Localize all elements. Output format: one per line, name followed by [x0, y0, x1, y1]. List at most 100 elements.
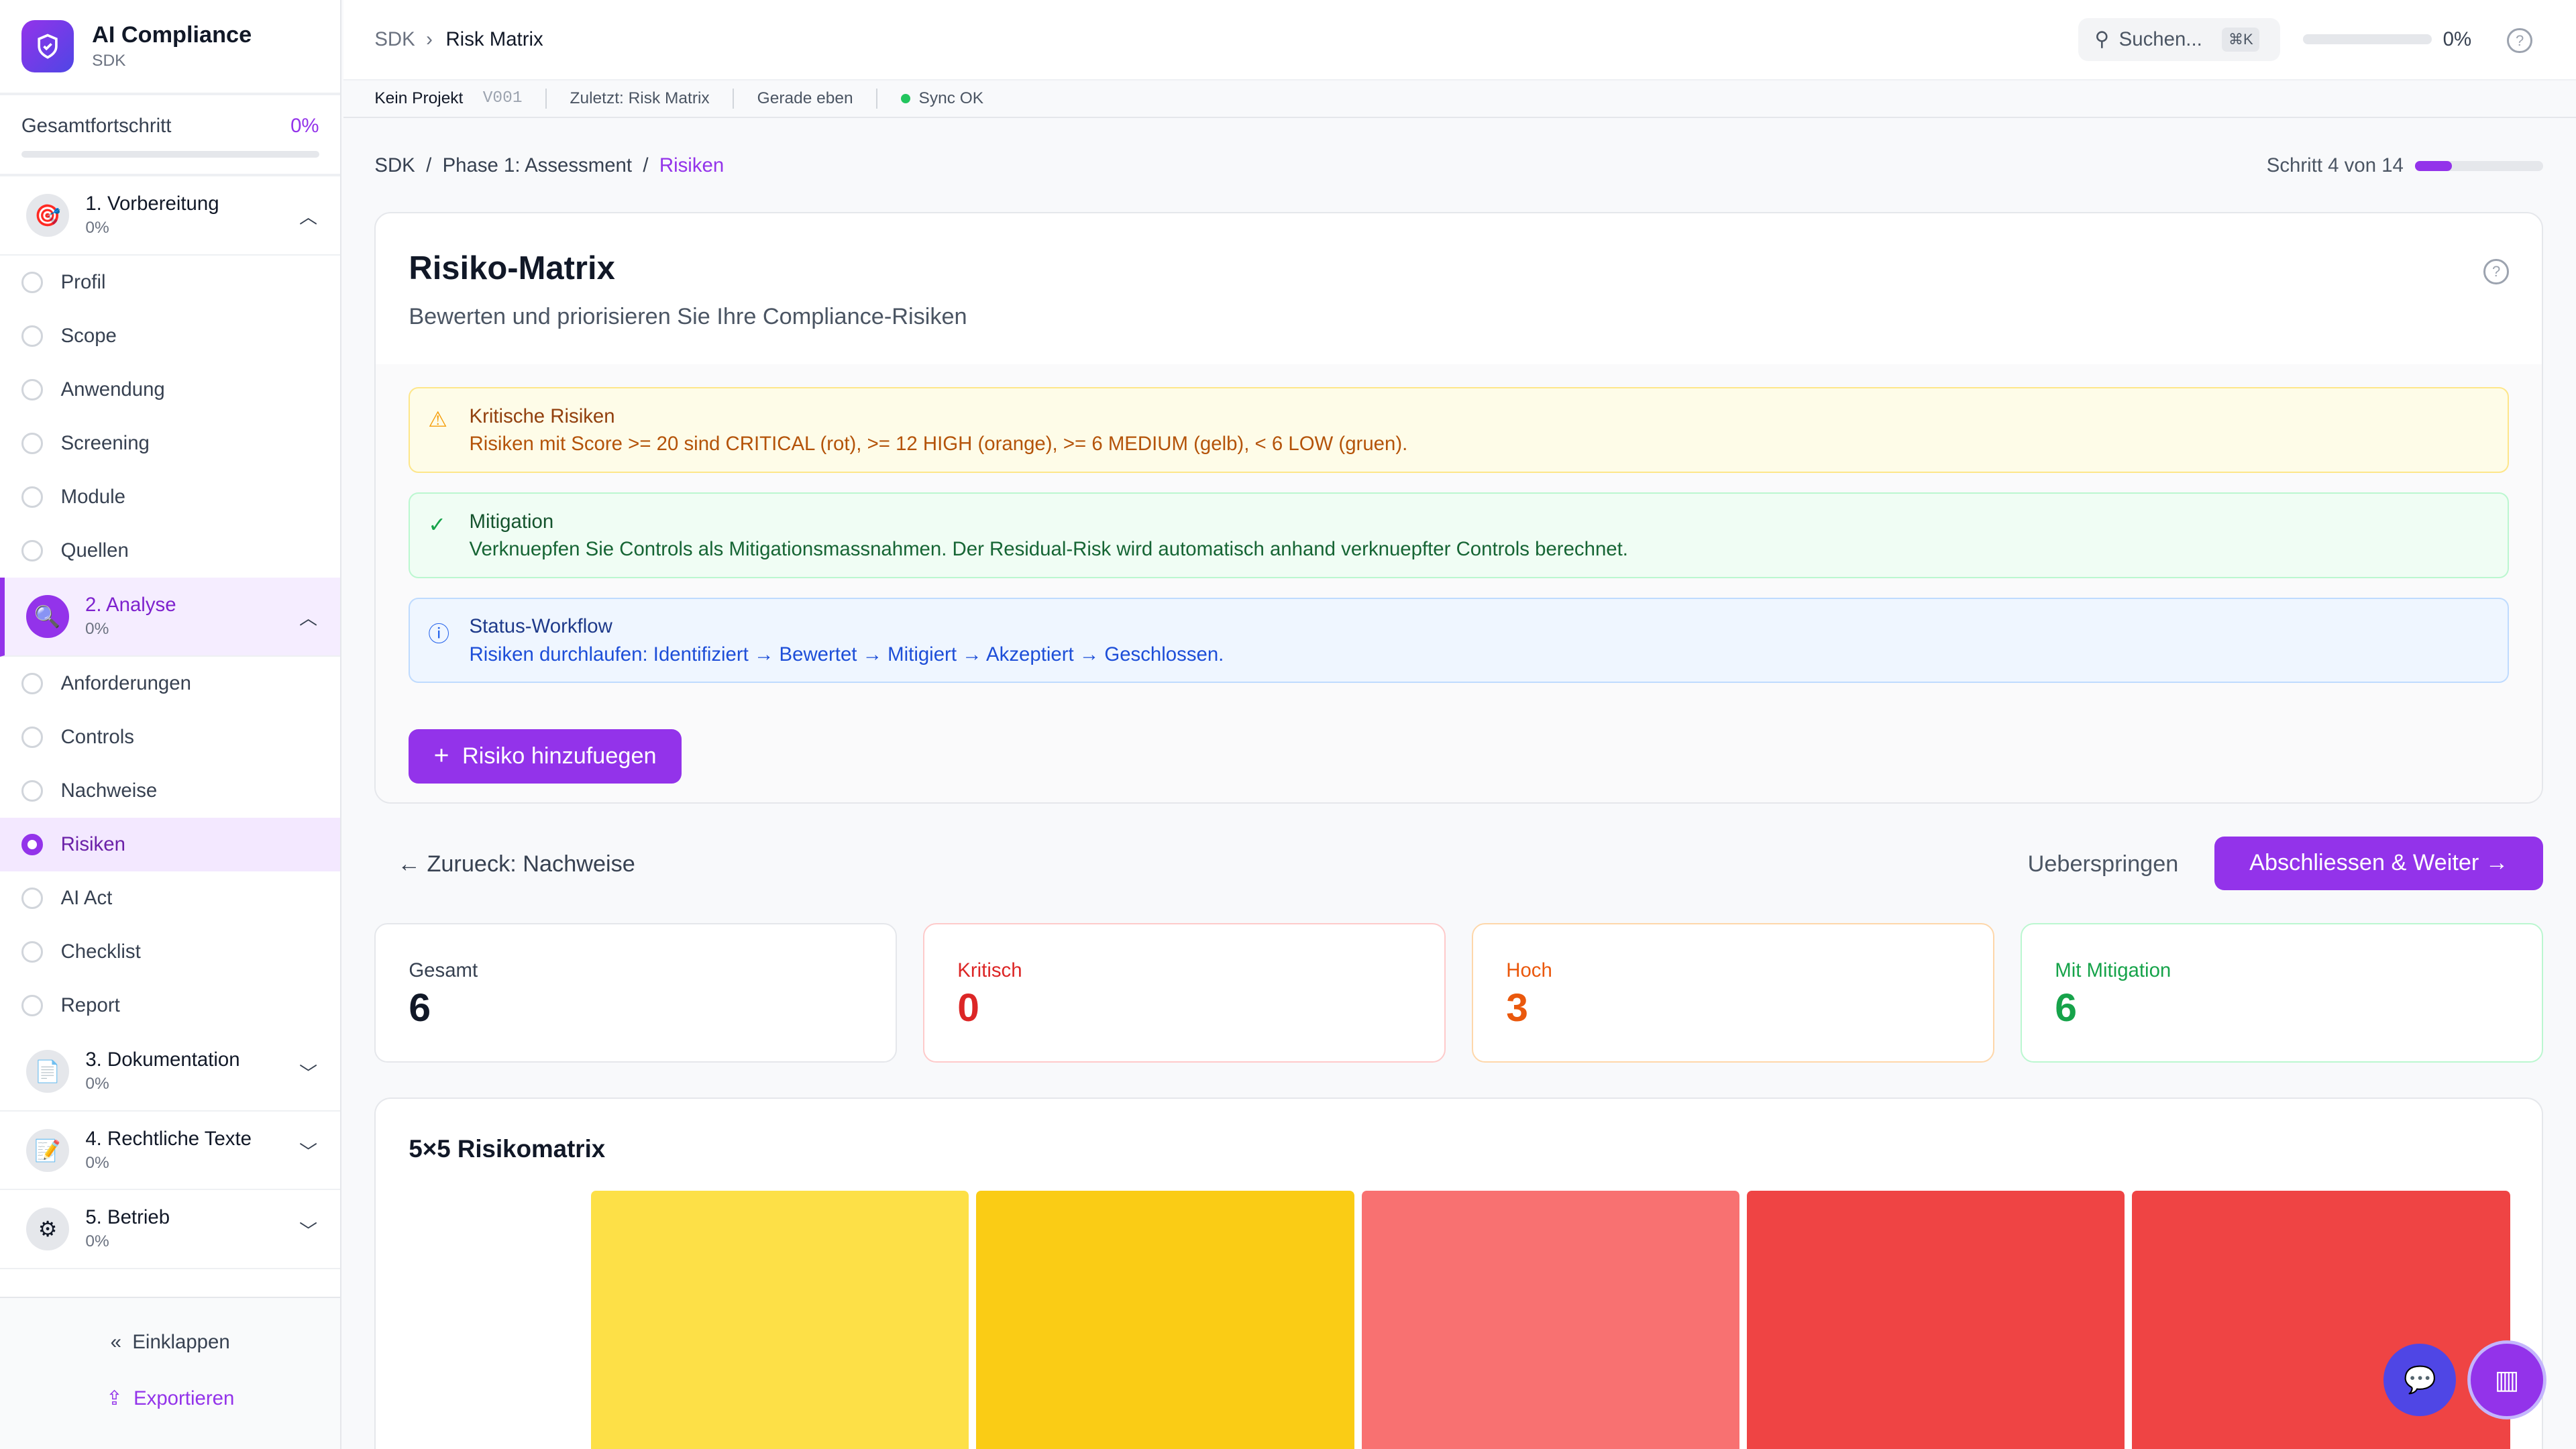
shortcut-badge: ⌘K [2222, 27, 2260, 52]
stat-label: Gesamt [409, 959, 478, 981]
add-risk-button[interactable]: + Risiko hinzufuegen [409, 729, 682, 784]
search-icon: ⚲ [2094, 28, 2109, 51]
step-progress-bar [2415, 160, 2544, 171]
alert-text: Risiken mit Score >= 20 sind CRITICAL (r… [469, 433, 1408, 455]
sidebar-step[interactable]: Anforderungen [0, 657, 340, 710]
crumb-current: Risk Matrix [445, 28, 543, 50]
export-button[interactable]: ⇪ Exportieren [0, 1387, 340, 1410]
matrix-cell[interactable] [976, 1191, 1354, 1449]
last-edited: Zuletzt: Risk Matrix [570, 89, 710, 107]
progress-label: Gesamtfortschritt [21, 115, 172, 138]
plus-icon: + [433, 741, 449, 771]
sidebar-step[interactable]: Module [0, 470, 340, 524]
magnifier-icon: 🔍 [25, 595, 69, 638]
breadcrumb-item[interactable]: Phase 1: Assessment [442, 154, 633, 177]
breadcrumb-item[interactable]: SDK [374, 154, 415, 177]
crumb-root[interactable]: SDK [374, 28, 415, 50]
collapse-button[interactable]: « Einklappen [0, 1331, 340, 1354]
chevron-down-icon[interactable]: ﹀ [299, 1063, 318, 1083]
page-subtitle: Bewerten und priorisieren Sie Ihre Compl… [409, 303, 967, 329]
alert-title: Status-Workflow [469, 615, 612, 638]
sidebar-phase[interactable]: ⚙ 5. Betrieb 0% ﹀ [0, 1190, 341, 1269]
sidebar-step[interactable]: Checklist [0, 925, 340, 979]
sync-dot-icon [900, 93, 911, 104]
step-label: Anforderungen [60, 672, 191, 694]
chevron-down-icon[interactable]: ﹀ [299, 1142, 318, 1163]
stat-label: Kritisch [957, 959, 1022, 981]
step-label: Scope [60, 324, 117, 347]
phase-label: 3. Dokumentation [85, 1049, 240, 1071]
sidebar-step[interactable]: Nachweise [0, 764, 340, 818]
step-label: Anwendung [60, 378, 165, 400]
back-button[interactable]: ← Zurueck: Nachweise [398, 851, 635, 877]
chat-button[interactable]: 💬 [2383, 1344, 2457, 1417]
sidebar-step[interactable]: Quellen [0, 524, 340, 578]
progress-bar [21, 150, 319, 158]
back-label: Zurueck: Nachweise [427, 851, 635, 877]
step-label: Checklist [60, 941, 141, 963]
risk-matrix: 5×5 Risikomatrix [374, 1097, 2544, 1449]
sidebar-phase[interactable]: 🎯 1. Vorbereitung 0% ︿ [0, 176, 341, 256]
check-circle-icon: ✓ [428, 513, 446, 537]
sidebar-step[interactable]: Report [0, 979, 340, 1032]
collapse-label: Einklappen [132, 1330, 230, 1353]
help-icon[interactable]: ? [2483, 259, 2510, 285]
gear-icon: ⚙ [26, 1208, 69, 1251]
next-label: Abschliessen & Weiter [2249, 850, 2479, 876]
sidebar-step[interactable]: AI Act [0, 871, 340, 925]
upload-icon: ⇪ [106, 1387, 123, 1409]
phase-progress: 0% [85, 219, 109, 237]
step-status-icon [21, 379, 43, 400]
phase-progress: 0% [85, 1075, 109, 1093]
step-label: Screening [60, 432, 150, 455]
step-indicator: Schritt 4 von 14 [2267, 154, 2544, 177]
stat-value: 0 [957, 985, 979, 1030]
chevron-up-icon[interactable]: ︿ [299, 207, 318, 227]
alert-mitigation: ✓ Mitigation Verknuepfen Sie Controls als … [409, 492, 2510, 578]
step-status-icon [21, 271, 43, 293]
sidebar-step[interactable]: Anwendung [0, 363, 340, 417]
page-title: Risiko-Matrix [409, 250, 615, 286]
chevron-up-icon[interactable]: ︿ [299, 608, 318, 629]
phase-label: 1. Vorbereitung [85, 193, 219, 215]
step-status-icon [21, 486, 43, 508]
progress-value: 0% [290, 115, 319, 138]
chevron-right-icon: › [426, 28, 433, 50]
matrix-cell[interactable] [1361, 1191, 1740, 1449]
matrix-cell[interactable] [591, 1191, 969, 1449]
step-status-icon [21, 727, 43, 748]
sidebar-phase[interactable]: 📝 4. Rechtliche Texte 0% ﹀ [0, 1112, 341, 1191]
stat-value: 6 [2055, 985, 2077, 1030]
columns-icon: ▥ [2494, 1365, 2520, 1395]
skip-button[interactable]: Ueberspringen [2027, 851, 2179, 877]
step-status-icon [21, 995, 43, 1017]
complete-next-button[interactable]: Abschliessen & Weiter → [2214, 836, 2544, 891]
step-status-icon [21, 888, 43, 910]
step-status-icon [21, 672, 43, 694]
sidebar-step[interactable]: Risiken [0, 818, 341, 872]
sidebar-phase[interactable]: 🔍 2. Analyse 0% ︿ [0, 578, 341, 657]
chevron-down-icon[interactable]: ﹀ [299, 1220, 318, 1241]
matrix-cell[interactable] [2132, 1191, 2510, 1449]
stat-card: Gesamt 6 [374, 923, 898, 1063]
alert-title: Kritische Risiken [469, 405, 615, 427]
brand: AI Compliance SDK [0, 0, 341, 96]
alert-text: Risiken durchlaufen: Identifiziert → Bew… [469, 643, 1224, 665]
alert-title: Mitigation [469, 510, 554, 533]
chat-icon: 💬 [2403, 1366, 2436, 1395]
phase-progress: 0% [85, 620, 109, 639]
sidebar-step[interactable]: Scope [0, 309, 340, 363]
sidebar-step[interactable]: Screening [0, 417, 340, 470]
sidebar-step[interactable]: Controls [0, 710, 340, 764]
sidebar-phase[interactable]: 📄 3. Dokumentation 0% ﹀ [0, 1032, 341, 1112]
sidebar-step[interactable]: Profil [0, 256, 340, 309]
panel-toggle-button[interactable]: ▥ [2471, 1344, 2544, 1417]
search-input[interactable]: ⚲ Suchen... ⌘K [2078, 17, 2281, 61]
arrow-right-icon: → [2485, 850, 2509, 876]
step-label: Risiken [60, 833, 125, 856]
step-label: Report [60, 994, 120, 1017]
matrix-cell[interactable] [1747, 1191, 2125, 1449]
warning-icon: ⚠ [428, 407, 447, 432]
info-icon: ⓘ [428, 621, 450, 646]
help-icon[interactable]: ? [2507, 28, 2532, 54]
